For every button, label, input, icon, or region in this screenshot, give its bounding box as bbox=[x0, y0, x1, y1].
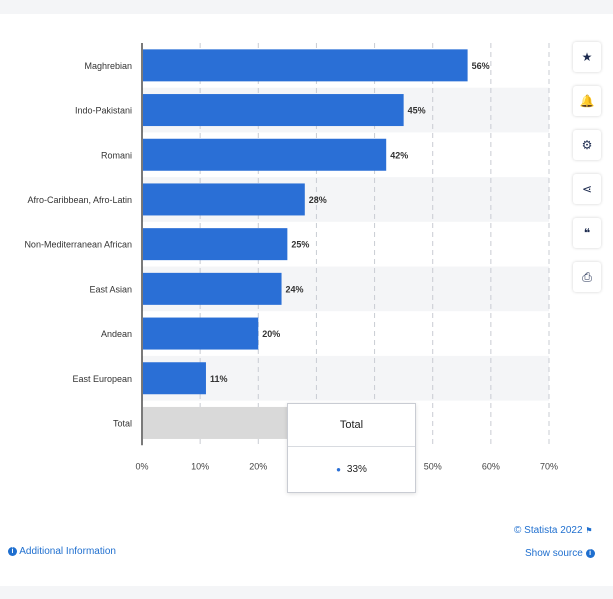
print-button[interactable]: ⎙ bbox=[573, 262, 601, 292]
quote-icon: ❝ bbox=[583, 226, 591, 240]
data-label: 25% bbox=[291, 240, 309, 250]
x-tick-label: 60% bbox=[482, 461, 500, 471]
chart-card: 0%10%20%30%40%50%60%70%Maghrebian56%Indo… bbox=[0, 14, 613, 586]
data-label: 20% bbox=[262, 329, 280, 339]
copyright-link[interactable]: © Statista 2022 ⚑ bbox=[514, 525, 592, 536]
data-label: 24% bbox=[286, 284, 304, 294]
bar bbox=[143, 49, 468, 82]
copyright-text: © Statista 2022 bbox=[514, 525, 583, 536]
gear-button[interactable]: ⚙ bbox=[573, 130, 601, 160]
bell-button[interactable]: 🔔 bbox=[573, 86, 601, 116]
category-label: East European bbox=[72, 374, 132, 384]
star-icon: ★ bbox=[581, 50, 593, 64]
source-info-icon: i bbox=[585, 548, 595, 558]
bar bbox=[143, 362, 206, 395]
category-label: Romani bbox=[101, 150, 132, 160]
x-tick-label: 50% bbox=[424, 461, 442, 471]
tooltip-value: 33% bbox=[346, 464, 367, 475]
additional-information-label: Additional Information bbox=[19, 546, 116, 557]
tooltip-value-row: ● 33% bbox=[288, 447, 415, 492]
category-label: Andean bbox=[101, 329, 132, 339]
gear-icon: ⚙ bbox=[581, 138, 593, 152]
show-source-link[interactable]: Show source i bbox=[525, 548, 595, 559]
tooltip-title: Total bbox=[288, 404, 415, 447]
data-label: 11% bbox=[210, 374, 228, 384]
print-icon: ⎙ bbox=[582, 269, 592, 284]
row-band bbox=[142, 355, 549, 401]
side-toolbar: ★ 🔔 ⚙ ⋖ ❝ ⎙ bbox=[573, 42, 601, 292]
quote-button[interactable]: ❝ bbox=[573, 218, 601, 248]
category-label: Non-Mediterranean African bbox=[24, 240, 132, 250]
bar bbox=[143, 94, 404, 127]
bar bbox=[143, 183, 305, 216]
category-label: Total bbox=[113, 418, 132, 428]
bell-icon: 🔔 bbox=[579, 94, 595, 108]
x-tick-label: 20% bbox=[249, 461, 267, 471]
share-icon: ⋖ bbox=[581, 182, 593, 196]
x-tick-label: 10% bbox=[191, 461, 209, 471]
additional-information-link[interactable]: i Additional Information bbox=[8, 546, 116, 557]
share-button[interactable]: ⋖ bbox=[573, 174, 601, 204]
x-tick-label: 70% bbox=[540, 461, 558, 471]
bar bbox=[143, 272, 282, 305]
info-icon: i bbox=[8, 546, 17, 556]
bar bbox=[143, 228, 288, 261]
flag-icon: ⚑ bbox=[585, 526, 593, 535]
category-label: Afro-Caribbean, Afro-Latin bbox=[27, 195, 132, 205]
show-source-label: Show source bbox=[525, 548, 583, 559]
data-label: 45% bbox=[408, 106, 426, 116]
star-button[interactable]: ★ bbox=[573, 42, 601, 72]
x-tick-label: 0% bbox=[135, 461, 148, 471]
category-label: East Asian bbox=[89, 284, 132, 294]
data-label: 42% bbox=[390, 150, 408, 160]
category-label: Maghrebian bbox=[84, 61, 132, 71]
chart-tooltip: Total ● 33% bbox=[287, 403, 416, 493]
data-label: 28% bbox=[309, 195, 327, 205]
data-label: 56% bbox=[472, 61, 490, 71]
bar bbox=[143, 138, 387, 171]
category-label: Indo-Pakistani bbox=[75, 106, 132, 116]
tooltip-series-dot: ● bbox=[336, 465, 341, 474]
bar-chart: 0%10%20%30%40%50%60%70%Maghrebian56%Indo… bbox=[24, 43, 558, 471]
bar bbox=[143, 317, 259, 350]
